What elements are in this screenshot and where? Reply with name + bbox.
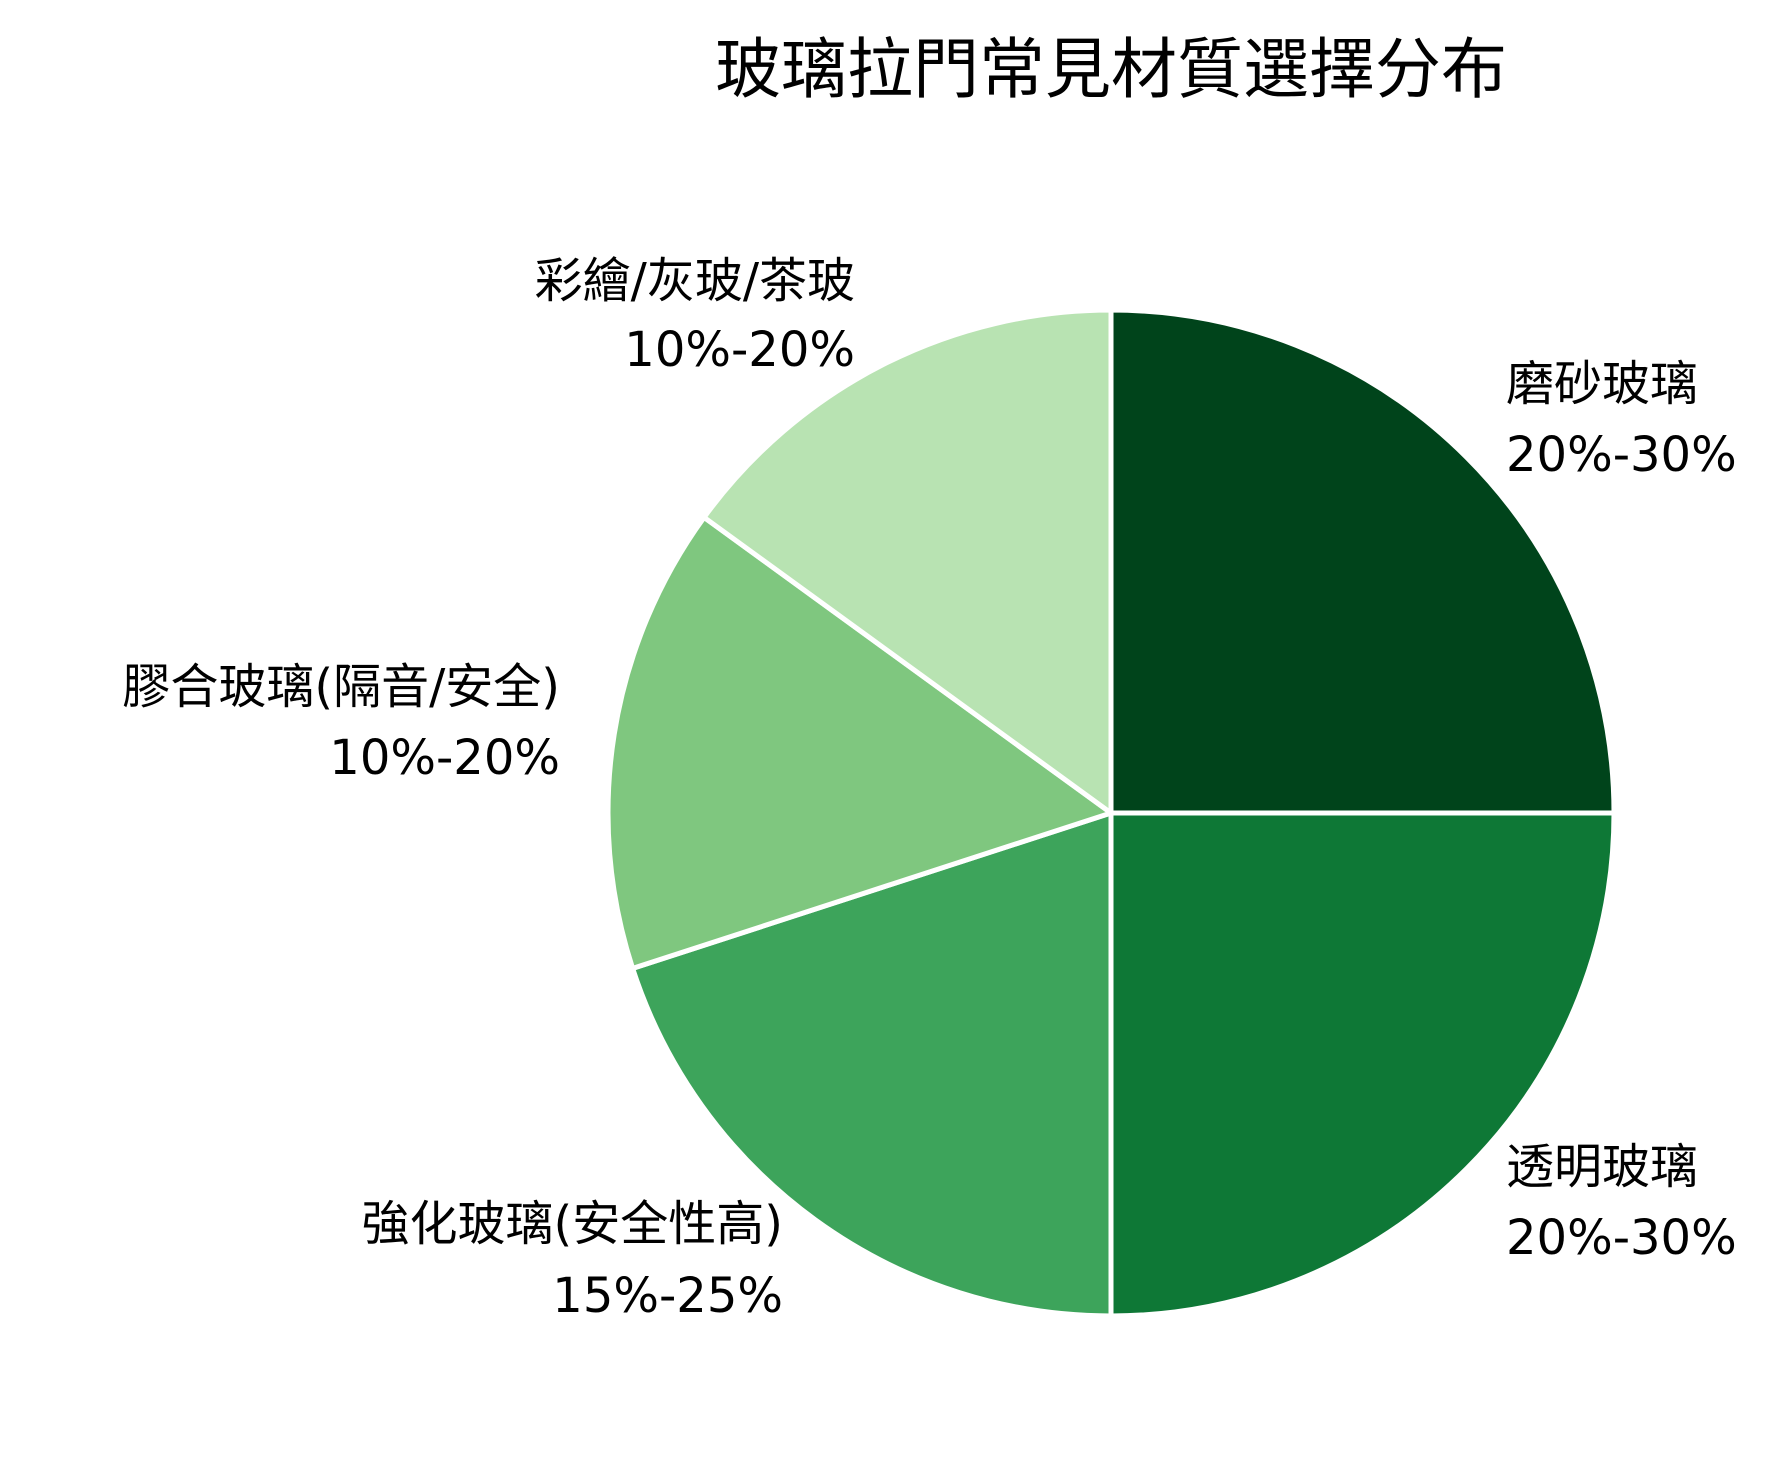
pie-slice-1 [1108, 810, 1617, 1319]
chart-title: 玻璃拉門常見材質選擇分布 [715, 31, 1507, 108]
pie-slice-3 [605, 513, 1117, 972]
slice-label-name: 膠合玻璃(隔音/安全) [122, 659, 560, 715]
slice-label-4: 彩繪/灰玻/茶玻 10%-20% [535, 253, 855, 378]
slice-label-range: 20%-30% [1506, 427, 1737, 483]
slice-label-range: 20%-30% [1506, 1210, 1737, 1266]
slice-label-name: 強化玻璃(安全性高) [362, 1196, 783, 1252]
slice-label-2: 強化玻璃(安全性高) 15%-25% [362, 1196, 783, 1324]
pie-slice-4 [700, 307, 1114, 818]
slice-label-range: 10%-20% [624, 322, 855, 378]
pie-slice-0 [1108, 307, 1617, 816]
slice-label-3: 膠合玻璃(隔音/安全) 10%-20% [122, 659, 560, 786]
slice-label-range: 15%-25% [552, 1268, 783, 1324]
slice-label-range: 10%-20% [329, 730, 560, 786]
slice-label-1: 透明玻璃 20%-30% [1506, 1139, 1737, 1266]
slice-label-0: 磨砂玻璃 20%-30% [1506, 356, 1737, 483]
slice-label-name: 透明玻璃 [1506, 1139, 1698, 1195]
slice-label-name: 磨砂玻璃 [1506, 356, 1698, 412]
pie-slice-2 [629, 809, 1114, 1319]
slice-label-name: 彩繪/灰玻/茶玻 [535, 253, 855, 309]
